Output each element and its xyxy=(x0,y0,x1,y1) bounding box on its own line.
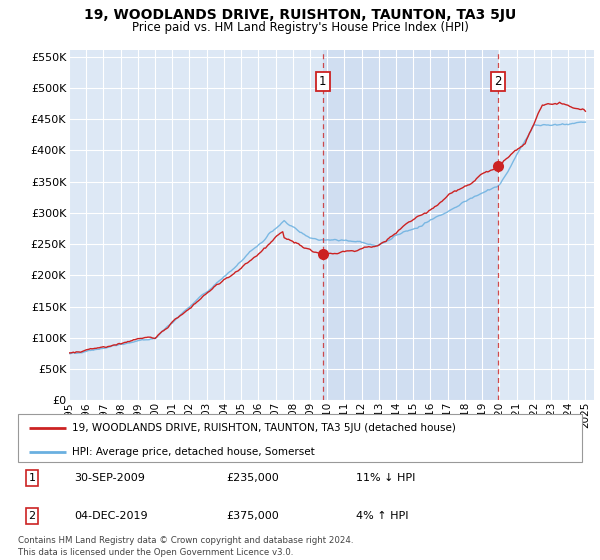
Text: 04-DEC-2019: 04-DEC-2019 xyxy=(74,511,148,521)
Text: HPI: Average price, detached house, Somerset: HPI: Average price, detached house, Some… xyxy=(71,446,314,456)
Text: 30-SEP-2009: 30-SEP-2009 xyxy=(74,473,145,483)
Text: Price paid vs. HM Land Registry's House Price Index (HPI): Price paid vs. HM Land Registry's House … xyxy=(131,21,469,34)
Text: £235,000: £235,000 xyxy=(227,473,280,483)
Text: 2: 2 xyxy=(494,75,502,88)
Text: 1: 1 xyxy=(29,473,35,483)
Bar xyxy=(323,50,498,400)
Text: 19, WOODLANDS DRIVE, RUISHTON, TAUNTON, TA3 5JU (detached house): 19, WOODLANDS DRIVE, RUISHTON, TAUNTON, … xyxy=(71,423,455,433)
Text: Contains HM Land Registry data © Crown copyright and database right 2024.
This d: Contains HM Land Registry data © Crown c… xyxy=(18,536,353,557)
Text: 2: 2 xyxy=(29,511,35,521)
Text: 4% ↑ HPI: 4% ↑ HPI xyxy=(356,511,409,521)
Text: 1: 1 xyxy=(319,75,326,88)
Text: £375,000: £375,000 xyxy=(227,511,280,521)
Text: 19, WOODLANDS DRIVE, RUISHTON, TAUNTON, TA3 5JU: 19, WOODLANDS DRIVE, RUISHTON, TAUNTON, … xyxy=(84,8,516,22)
Text: 11% ↓ HPI: 11% ↓ HPI xyxy=(356,473,416,483)
FancyBboxPatch shape xyxy=(18,414,582,462)
